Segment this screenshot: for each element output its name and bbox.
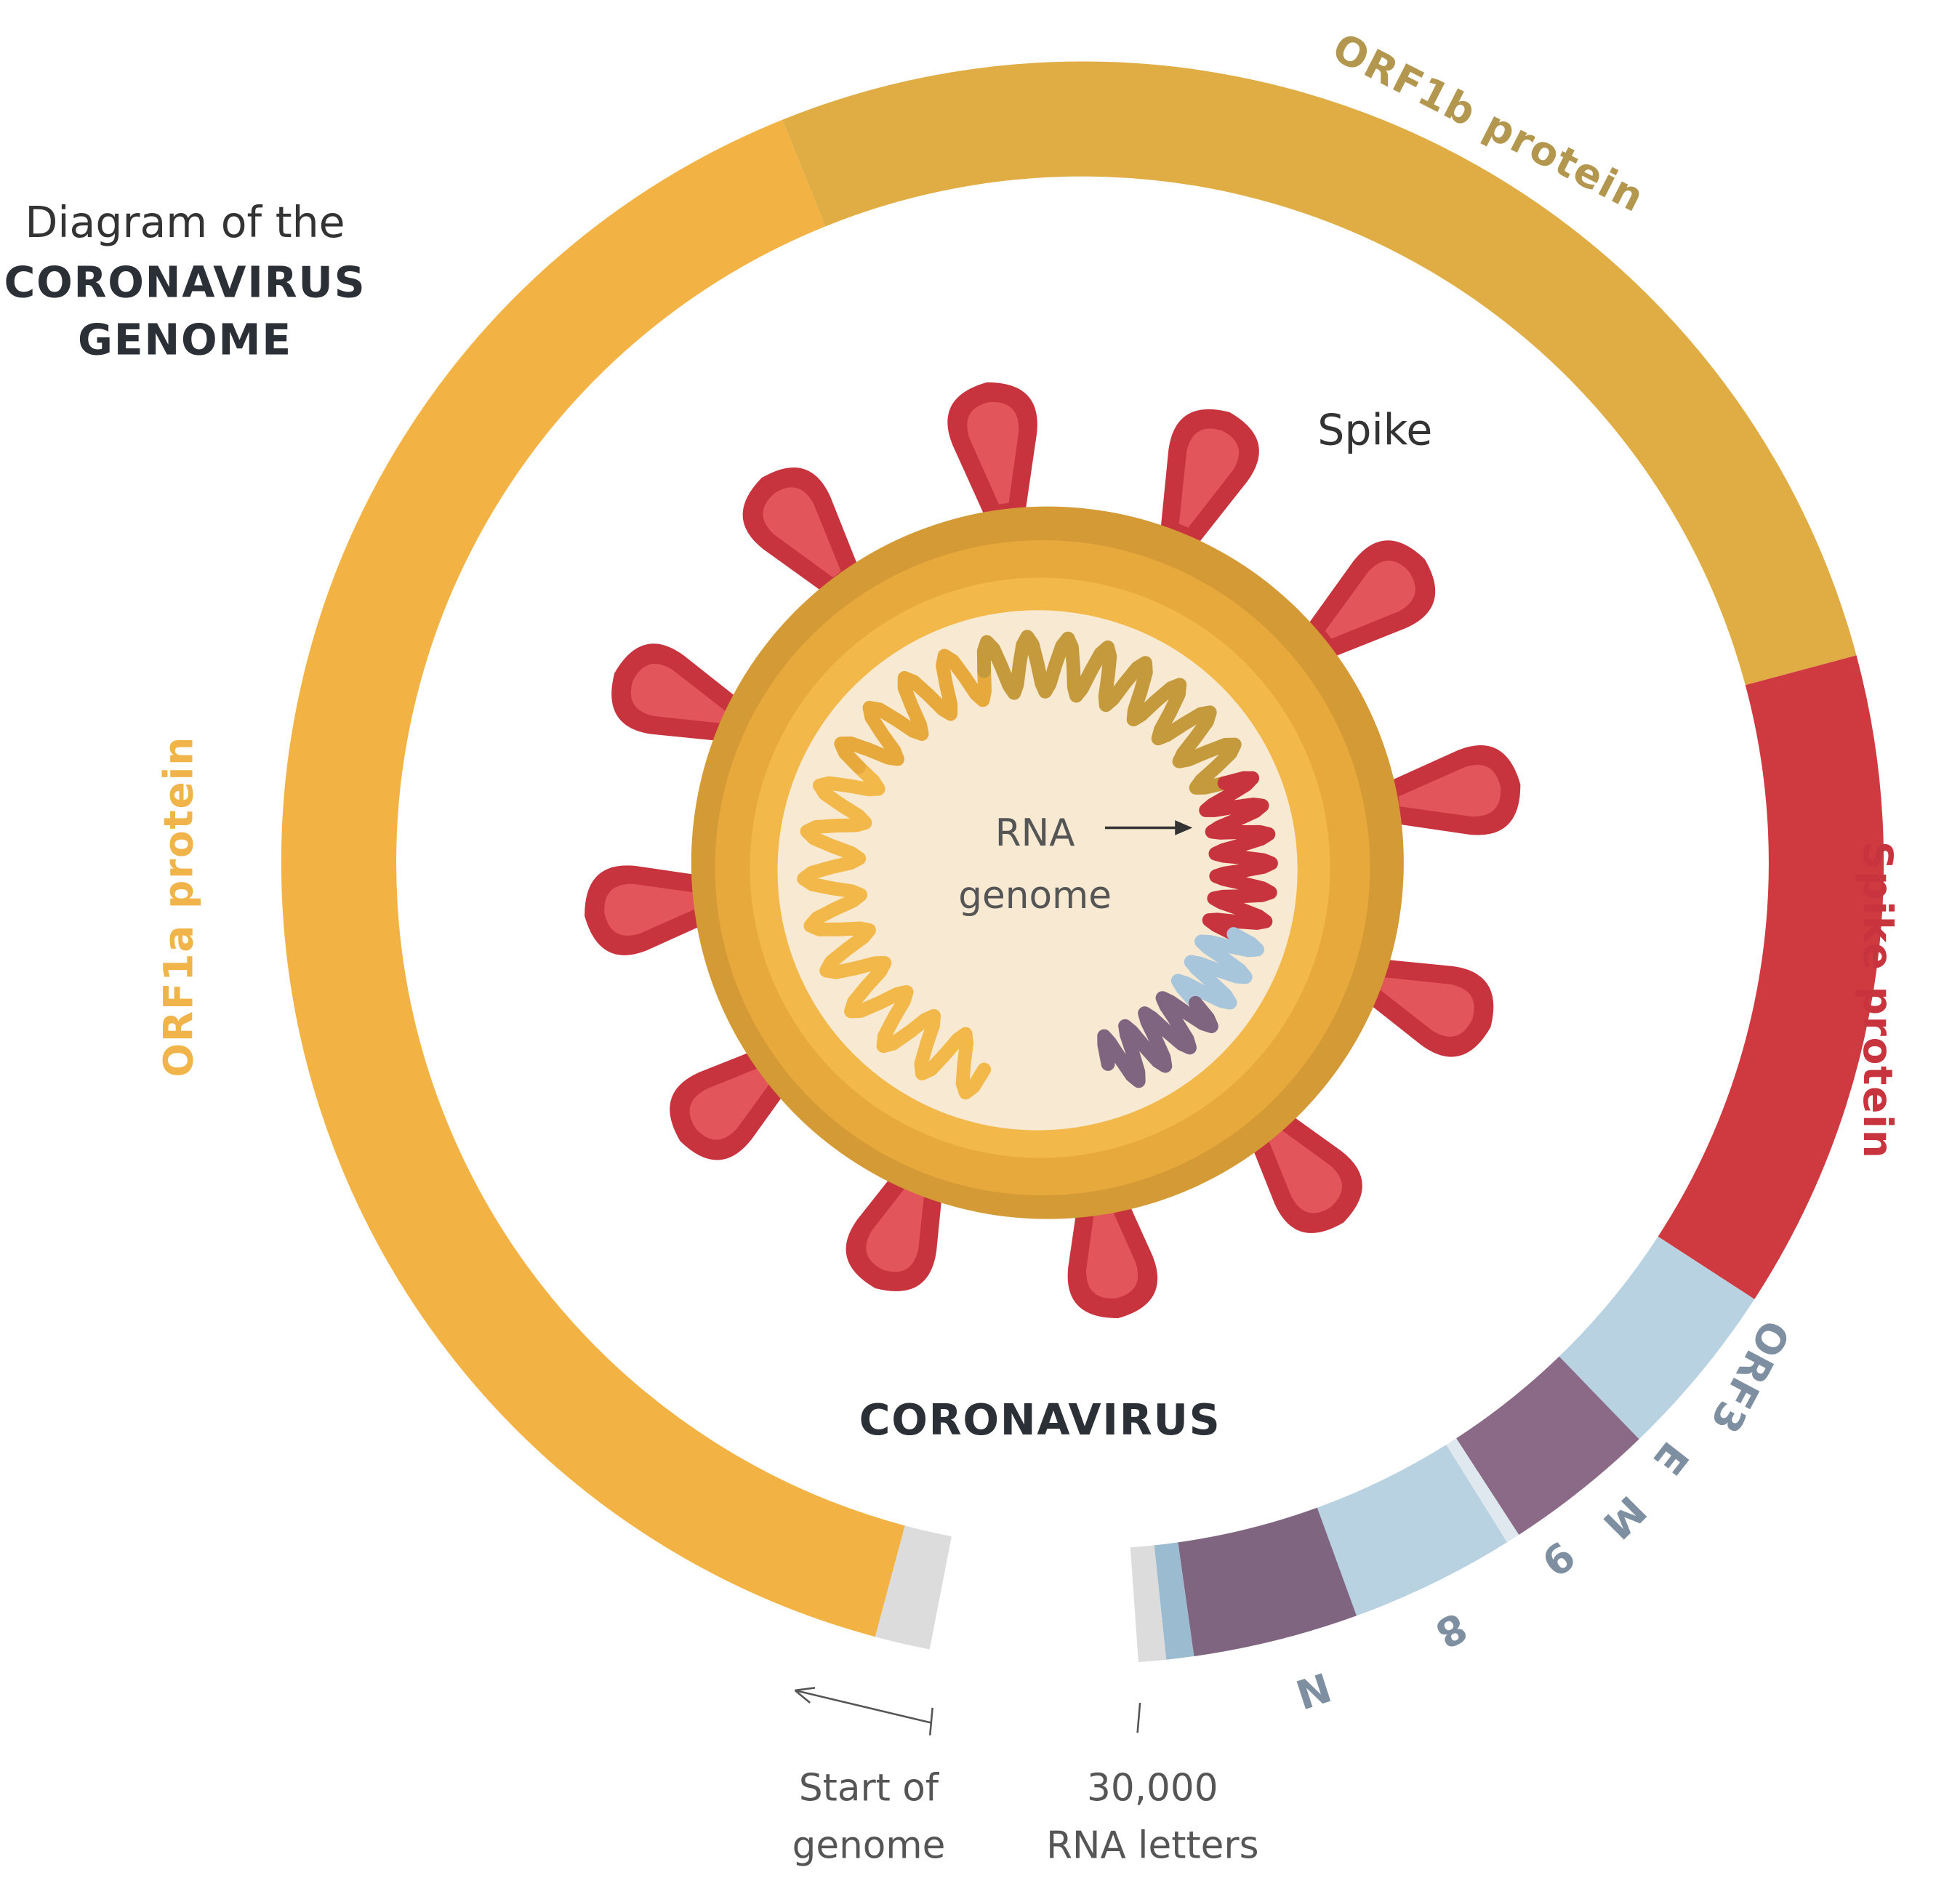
start-label: Start of — [799, 1766, 940, 1810]
nine-label: 9 — [1533, 1532, 1583, 1586]
genome-diagram: Diagram of the CORONAVIRUS GENOME ORF1b … — [0, 0, 1960, 1878]
spike-label: Spike — [1317, 405, 1432, 454]
end-label: RNA letters — [1046, 1823, 1258, 1867]
start-tick — [930, 1708, 932, 1735]
n-label: N — [1290, 1664, 1337, 1718]
ring-segment — [890, 1581, 941, 1593]
virus-label: CORONAVIRUS — [859, 1395, 1221, 1445]
end-tick — [1138, 1703, 1140, 1733]
title-line: CORONAVIRUS — [4, 257, 366, 307]
m-label: M — [1594, 1487, 1655, 1548]
start-label: genome — [792, 1823, 946, 1867]
title-line: Diagram of the — [25, 198, 345, 247]
ring-segment — [1599, 1268, 1706, 1398]
spike-protein-label: Spike protein — [1855, 841, 1901, 1160]
ring-segment — [1160, 1600, 1186, 1602]
rna-label: genome — [958, 874, 1112, 918]
eight-label: 8 — [1428, 1603, 1474, 1657]
title-line: GENOME — [78, 315, 292, 364]
rna-label: RNA — [995, 811, 1075, 855]
ring-segment — [1477, 1487, 1487, 1494]
start-arrow — [795, 1690, 931, 1723]
ring-segment — [1186, 1562, 1337, 1600]
ring-segment — [1134, 1602, 1160, 1605]
orf1a-label: ORF1a protein — [155, 736, 201, 1078]
ring-segment — [1487, 1398, 1599, 1487]
end-label: 30,000 — [1087, 1766, 1218, 1810]
ring-segment — [1706, 670, 1826, 1268]
ring-segment — [1337, 1493, 1477, 1562]
e-label: E — [1644, 1433, 1698, 1483]
